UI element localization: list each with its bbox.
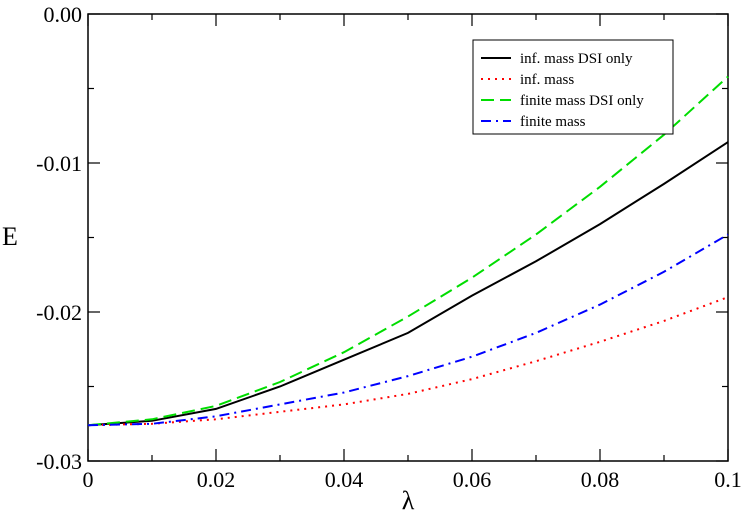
y-tick-label: -0.01 — [36, 151, 82, 176]
legend-label: inf. mass — [520, 72, 574, 88]
x-tick-label: 0.06 — [453, 467, 492, 492]
tick-labels: 0 0.02 0.04 0.06 0.08 0.1 -0.03 -0.02 -0.01 0.00 — [36, 2, 742, 492]
axis-ticks — [87, 13, 729, 462]
series-line — [87, 233, 729, 427]
y-axis-label: E — [2, 222, 18, 251]
y-tick-label: -0.03 — [36, 449, 82, 474]
x-tick-label: 0 — [83, 467, 94, 492]
legend-label: inf. mass DSI only — [520, 51, 633, 67]
legend: inf. mass DSI only inf. mass finite mass D… — [472, 39, 674, 135]
data-series — [87, 75, 729, 427]
x-tick-label: 0.1 — [714, 467, 742, 492]
x-axis-label: λ — [402, 486, 415, 515]
series-line — [87, 141, 729, 427]
y-tick-label: -0.02 — [36, 300, 82, 325]
series-line — [87, 75, 729, 427]
series-line — [87, 296, 729, 427]
legend-label: finite mass DSI only — [520, 93, 644, 109]
x-tick-label: 0.08 — [581, 467, 620, 492]
legend-label: finite mass — [520, 114, 586, 130]
x-tick-label: 0.04 — [325, 467, 364, 492]
x-tick-label: 0.02 — [197, 467, 236, 492]
y-tick-label: 0.00 — [44, 2, 83, 27]
legend-box — [472, 39, 674, 135]
